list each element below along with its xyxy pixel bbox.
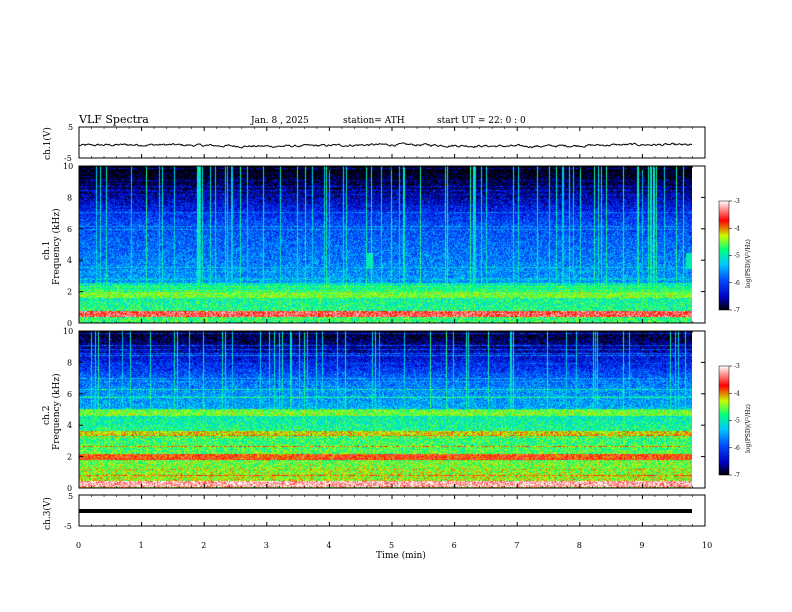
ch1-spectrogram-image [79,166,692,323]
x-tick-label: 10 [702,541,712,550]
ch2-spec-ylabel: Frequency (kHz) [51,373,62,450]
colorbar-tick-label: -6 [734,280,740,287]
ch2-colorbar: -3 -4 -5 -6 -7 log(PSD)(V²/Hz) [718,363,752,479]
y-tick-label: 8 [67,358,72,367]
ch3-ytick-top: 5 [68,492,73,501]
ch2-spec-channel-label: ch.2 [42,406,52,425]
y-tick-label: 8 [67,193,72,202]
y-tick-label: 4 [67,256,72,265]
x-tick-label: 5 [389,541,394,550]
y-tick-label: 0 [67,484,72,493]
x-axis-label: Time (min) [376,550,426,561]
ch1-colorbar-gradient [718,200,730,311]
start-time-label: start UT = 22: 0 : 0 [437,116,526,126]
ch1-spectrogram-yticks: 0 2 4 6 8 10 [63,162,705,328]
y-tick-label: 10 [63,162,73,171]
y-tick-label: 6 [67,390,72,399]
x-tick-label: 2 [201,541,206,550]
x-tick-label: 7 [514,541,519,550]
x-tick-label: 0 [76,541,81,550]
x-tick-label: 6 [452,541,457,550]
colorbar-tick-label: -7 [734,307,740,314]
ch1-waveform-frame [78,126,706,159]
ch3-ylabel: ch.3(V) [42,497,53,530]
ch2-colorbar-gradient [718,365,730,476]
x-tick-label: 9 [639,541,644,550]
ch2-spectrogram-yticks: 0 2 4 6 8 10 [63,327,705,493]
colorbar-tick-label: -3 [734,198,740,205]
colorbar-tick-label: -7 [734,472,740,479]
ch1-spec-ylabel: Frequency (kHz) [51,208,62,285]
ch2-spectrogram-image-holder [79,331,692,488]
x-tick-label: 3 [264,541,269,550]
y-tick-label: 2 [67,453,72,462]
ch1-spectrogram-panel: 0 2 4 6 8 10 ch.1 Frequency (kHz) [42,162,706,328]
ch1-waveform-line [78,142,693,149]
x-axis-ticks [78,127,706,526]
x-tick-label: 1 [139,541,144,550]
ch2-colorbar-label: log(PSD)(V²/Hz) [745,404,752,453]
ch1-ytick-top: 5 [68,123,73,132]
ch3-ytick-bottom: -5 [64,522,72,531]
y-tick-label: 10 [63,327,73,336]
colorbar-tick-label: -5 [734,253,740,260]
ch1-spectrogram-image-holder [79,166,692,323]
ch2-spectrogram-panel: 0 2 4 6 8 10 ch.2 Frequency (kHz) [42,327,706,493]
x-tick-label: 4 [326,541,331,550]
y-tick-label: 2 [67,288,72,297]
x-tick-label: 8 [577,541,582,550]
y-tick-label: 4 [67,421,72,430]
ch2-colorbar-ticks: -3 -4 -5 -6 -7 [729,363,740,479]
ch1-ylabel: ch.1(V) [42,127,53,160]
ch1-colorbar-label: log(PSD)(V²/Hz) [745,239,752,288]
colorbar-tick-label: -5 [734,418,740,425]
colorbar-tick-label: -4 [734,225,740,232]
y-tick-label: 6 [67,225,72,234]
colorbar-tick-label: -4 [734,390,740,397]
ch1-ytick-bottom: -5 [64,154,72,163]
ch1-colorbar-ticks: -3 -4 -5 -6 -7 [729,198,740,314]
ch2-spectrogram-image [79,331,692,488]
ch1-spec-channel-label: ch.1 [42,241,52,260]
y-tick-label: 0 [67,319,72,328]
ch1-colorbar: -3 -4 -5 -6 -7 log(PSD)(V²/Hz) [718,198,752,314]
x-axis-tick-labels: 0 1 2 3 4 5 6 7 8 9 10 [76,541,712,550]
colorbar-tick-label: -3 [734,363,740,370]
colorbar-tick-label: -6 [734,445,740,452]
figure-title: VLF Spectra [78,113,149,126]
date-label: Jan. 8 , 2025 [250,116,309,126]
station-label: station= ATH [343,116,405,126]
